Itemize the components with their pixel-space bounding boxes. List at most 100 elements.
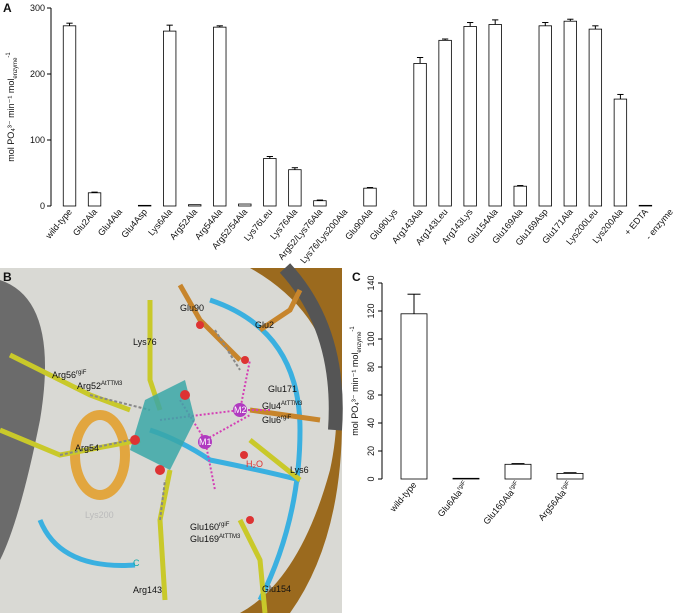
bar <box>213 26 227 207</box>
x-tick-label: Glu4Asp <box>119 207 149 240</box>
structure-label: M2 <box>234 405 247 415</box>
y-label-sub: enzyme <box>13 57 19 79</box>
bar <box>563 20 577 207</box>
error-bar <box>441 38 449 41</box>
label-text: M2 <box>234 405 247 415</box>
bar <box>588 28 603 207</box>
label-text: Lys6 <box>290 465 309 475</box>
y-tick-label: 0 <box>40 201 45 211</box>
label-sup: rgiF <box>281 415 292 421</box>
label-text: Arg143 <box>133 585 162 595</box>
label-sup: AtTTM3 <box>281 401 303 407</box>
structure-label: Glu4AtTTM3 <box>262 401 303 411</box>
structure-label: Glu171 <box>268 384 297 394</box>
error-bar <box>407 293 421 314</box>
y-tick-label: 40 <box>366 418 376 428</box>
structure-label: Arg143 <box>133 585 162 595</box>
bar <box>363 187 377 207</box>
bar <box>504 463 532 480</box>
y-label-main: mol PO₄³⁻ min⁻¹ mol <box>6 79 16 162</box>
label-text: Glu4 <box>262 401 281 411</box>
label-text: Glu2 <box>255 320 274 330</box>
panel-letter: C <box>352 270 361 284</box>
label-text: Lys200 <box>85 510 114 520</box>
bar <box>452 477 480 480</box>
bar <box>137 204 152 207</box>
label-text: Glu169 <box>190 534 219 544</box>
error-bar <box>266 156 273 159</box>
panel-letter: A <box>3 1 12 15</box>
panel-letter: B <box>3 270 12 284</box>
error-bar <box>416 57 424 64</box>
bar <box>463 26 477 207</box>
structure-label: Glu154 <box>262 584 291 594</box>
structure-image <box>0 263 343 613</box>
y-label-sup: -1 <box>6 52 12 58</box>
structure-label: H₂O <box>246 459 263 469</box>
bar <box>188 204 202 207</box>
label-text: Arg52 <box>77 381 101 391</box>
y-tick-label: 100 <box>30 135 45 145</box>
y-axis-label: mol PO₄³⁻ min⁻¹ molenzyme-1 <box>6 52 19 162</box>
y-tick-label: 200 <box>30 69 45 79</box>
bar <box>556 472 584 480</box>
y-tick-label: 20 <box>366 446 376 456</box>
structure-label: Arg52AtTTM3 <box>77 381 123 391</box>
x-tick-label: wild-type <box>387 480 418 514</box>
y-tick-label: 0 <box>366 476 376 481</box>
label-text: Glu160 <box>190 522 219 532</box>
category: Arg56Ala <box>536 488 567 523</box>
error-bar <box>492 19 499 25</box>
structure-label: Lys6 <box>290 465 309 475</box>
bar <box>263 158 277 207</box>
structure-label: Lys200 <box>85 510 114 520</box>
error-bar <box>66 22 73 26</box>
error-bar <box>91 191 98 193</box>
category: Glu6Ala <box>436 488 464 519</box>
label-text: Glu90 <box>180 303 204 313</box>
x-tick-label: Glu160AlargiF <box>481 480 523 527</box>
error-bar <box>316 199 324 201</box>
category: Glu4Asp <box>119 207 149 240</box>
structure-label: Arg54 <box>75 443 99 453</box>
bar <box>438 39 452 207</box>
structure-label: C <box>133 558 140 568</box>
label-text: Glu154 <box>262 584 291 594</box>
x-tick-label: Arg52/Lys76Ala <box>276 207 324 262</box>
y-label-sup: -1 <box>350 326 356 332</box>
x-tick-label: Glu6AlargiF <box>436 480 471 519</box>
structure-label: Lys76 <box>133 337 157 347</box>
structure-label: M1 <box>199 437 212 447</box>
label-text: Glu6 <box>262 415 281 425</box>
y-tick-label: 120 <box>366 303 376 318</box>
category: Glu2Ala <box>71 207 99 238</box>
y-tick-label: 140 <box>366 275 376 290</box>
label-text: C <box>133 558 140 568</box>
label-text: Arg56 <box>52 370 76 380</box>
error-bar <box>166 24 173 32</box>
error-bar <box>511 463 525 465</box>
bar <box>400 313 428 480</box>
error-bar <box>467 22 474 27</box>
bar <box>163 30 177 207</box>
structure-label: Glu90 <box>180 303 204 313</box>
y-tick-label: 300 <box>30 3 45 13</box>
label-text: H₂O <box>246 459 263 469</box>
bar <box>313 200 327 207</box>
x-tick-label: Glu2Ala <box>71 207 99 238</box>
bar <box>488 24 502 207</box>
y-tick-label: 80 <box>366 362 376 372</box>
category: Lys76/Lys200Ala <box>298 207 349 265</box>
structure-label: Glu160rgiF <box>190 522 230 532</box>
bar <box>413 63 427 207</box>
category: wild-type <box>387 480 418 514</box>
bar <box>238 203 252 207</box>
error-bar <box>291 167 299 170</box>
label-sup: rgiF <box>219 522 230 528</box>
structure-label: Glu6rgiF <box>262 415 292 425</box>
error-bar <box>563 472 577 474</box>
label-text: Lys76 <box>133 337 157 347</box>
y-label-sub: enzyme <box>357 331 363 353</box>
error-bar <box>517 185 524 187</box>
